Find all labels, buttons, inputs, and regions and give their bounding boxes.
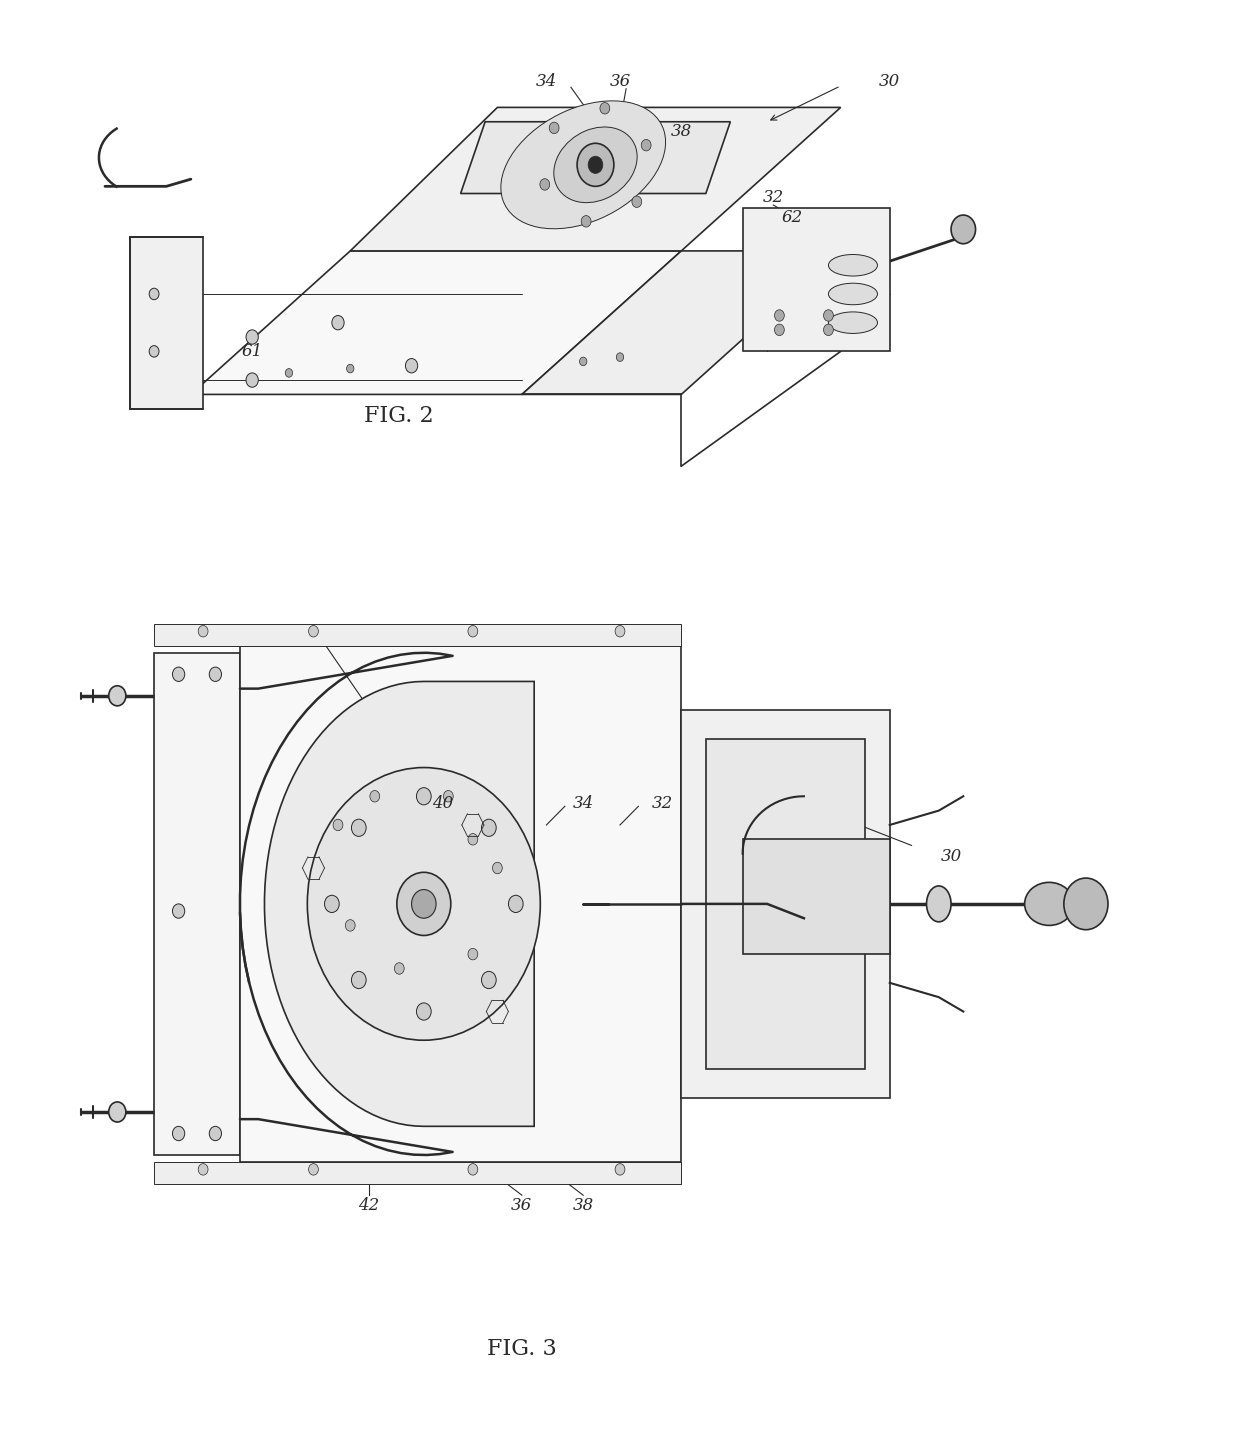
Text: 38: 38	[573, 1197, 594, 1214]
Circle shape	[394, 962, 404, 974]
Circle shape	[775, 310, 784, 322]
Circle shape	[351, 971, 366, 988]
Circle shape	[539, 178, 549, 190]
Circle shape	[579, 356, 587, 365]
Text: 40: 40	[432, 796, 453, 811]
Circle shape	[309, 626, 319, 638]
Text: 30: 30	[940, 848, 962, 865]
Text: 34: 34	[573, 796, 594, 811]
Circle shape	[467, 626, 477, 638]
Circle shape	[823, 310, 833, 322]
Circle shape	[172, 1126, 185, 1140]
Text: 62: 62	[781, 210, 802, 226]
Circle shape	[951, 214, 976, 243]
Text: 42: 42	[358, 1197, 379, 1214]
Circle shape	[334, 819, 343, 830]
Circle shape	[600, 103, 610, 114]
Circle shape	[467, 833, 477, 845]
Ellipse shape	[109, 685, 126, 706]
Polygon shape	[239, 646, 681, 1162]
Polygon shape	[191, 251, 681, 394]
Circle shape	[1064, 878, 1109, 930]
Text: 61: 61	[242, 343, 263, 359]
Circle shape	[412, 890, 436, 919]
Circle shape	[615, 1164, 625, 1175]
Circle shape	[582, 216, 591, 227]
Ellipse shape	[828, 255, 878, 275]
Circle shape	[481, 971, 496, 988]
Ellipse shape	[109, 1101, 126, 1122]
Text: 30: 30	[879, 72, 900, 90]
Circle shape	[577, 143, 614, 187]
Text: 36: 36	[511, 1197, 532, 1214]
Circle shape	[467, 949, 477, 959]
Text: 34: 34	[536, 72, 557, 90]
Circle shape	[405, 358, 418, 372]
Circle shape	[775, 325, 784, 336]
Circle shape	[588, 156, 603, 174]
Circle shape	[417, 1003, 432, 1020]
Circle shape	[309, 1164, 319, 1175]
Polygon shape	[706, 739, 866, 1069]
Circle shape	[616, 352, 624, 361]
Circle shape	[246, 372, 258, 387]
Text: 32: 32	[652, 796, 673, 811]
Circle shape	[823, 325, 833, 336]
Circle shape	[641, 139, 651, 151]
Ellipse shape	[828, 283, 878, 304]
Circle shape	[370, 791, 379, 801]
Circle shape	[172, 667, 185, 681]
Circle shape	[346, 920, 355, 932]
Circle shape	[351, 819, 366, 836]
Ellipse shape	[554, 128, 637, 203]
Text: 38: 38	[671, 123, 692, 141]
Circle shape	[632, 196, 642, 207]
Circle shape	[198, 626, 208, 638]
Circle shape	[149, 346, 159, 356]
Circle shape	[508, 895, 523, 913]
Ellipse shape	[501, 101, 666, 229]
Ellipse shape	[926, 885, 951, 922]
Circle shape	[246, 330, 258, 345]
Polygon shape	[154, 652, 239, 1155]
Ellipse shape	[1024, 882, 1074, 926]
Ellipse shape	[828, 312, 878, 333]
Circle shape	[397, 872, 451, 936]
Circle shape	[308, 768, 541, 1040]
Text: FIG. 3: FIG. 3	[487, 1337, 557, 1359]
Polygon shape	[522, 251, 841, 394]
Circle shape	[210, 1126, 222, 1140]
Circle shape	[549, 122, 559, 133]
Polygon shape	[154, 625, 681, 646]
Text: FIG. 2: FIG. 2	[365, 404, 434, 427]
Circle shape	[332, 316, 345, 330]
Polygon shape	[743, 839, 890, 953]
Circle shape	[149, 288, 159, 300]
Circle shape	[444, 791, 454, 801]
Polygon shape	[743, 207, 890, 351]
Polygon shape	[681, 710, 890, 1098]
Polygon shape	[350, 107, 841, 251]
Text: 36: 36	[609, 72, 631, 90]
Circle shape	[325, 895, 340, 913]
Circle shape	[492, 862, 502, 874]
Circle shape	[285, 368, 293, 377]
Polygon shape	[129, 236, 203, 409]
Circle shape	[417, 788, 432, 804]
Circle shape	[346, 364, 353, 372]
Polygon shape	[154, 1162, 681, 1184]
Polygon shape	[460, 122, 730, 194]
Circle shape	[210, 667, 222, 681]
Circle shape	[615, 626, 625, 638]
Circle shape	[172, 904, 185, 919]
Circle shape	[198, 1164, 208, 1175]
Circle shape	[467, 1164, 477, 1175]
Circle shape	[481, 819, 496, 836]
Polygon shape	[264, 681, 534, 1126]
Text: 32: 32	[763, 190, 784, 206]
